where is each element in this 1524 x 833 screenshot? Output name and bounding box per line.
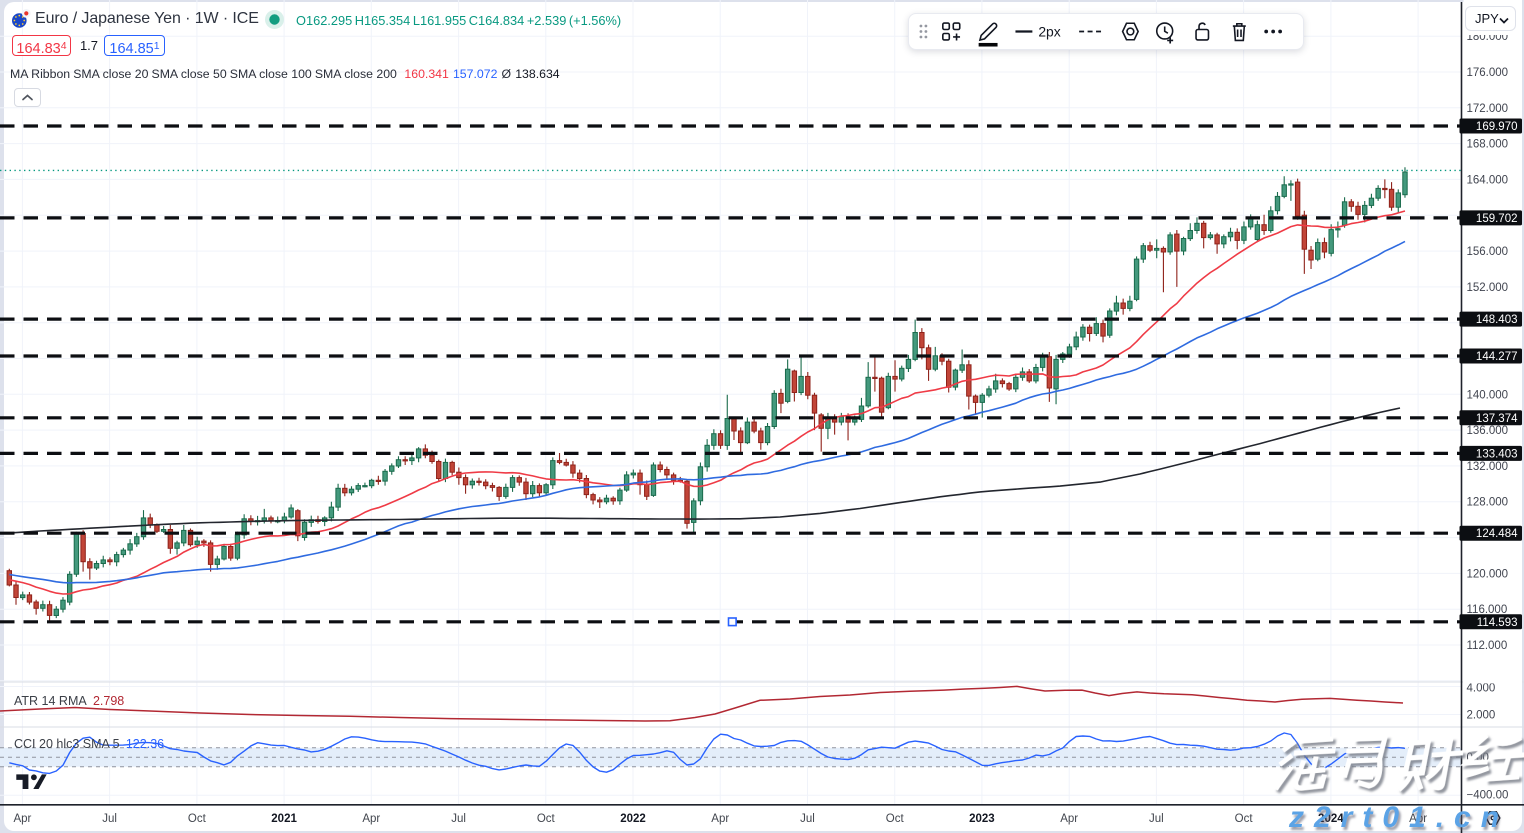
svg-text:116.000: 116.000	[1467, 604, 1508, 616]
svg-text:136.000: 136.000	[1467, 425, 1509, 437]
svg-text:−400.00: −400.00	[1467, 790, 1509, 802]
svg-text:169.970: 169.970	[1476, 121, 1518, 133]
svg-text:Jul: Jul	[102, 813, 117, 825]
svg-text:144.277: 144.277	[1476, 351, 1518, 363]
svg-text:124.484: 124.484	[1476, 528, 1518, 540]
svg-text:159.702: 159.702	[1476, 213, 1518, 225]
svg-text:Oct: Oct	[1235, 813, 1254, 825]
svg-text:Jul: Jul	[1149, 813, 1164, 825]
svg-text:Apr: Apr	[362, 813, 380, 825]
svg-text:Apr: Apr	[711, 813, 729, 825]
svg-text:164.000: 164.000	[1467, 174, 1509, 186]
svg-text:2024: 2024	[1318, 813, 1344, 825]
svg-text:Jul: Jul	[800, 813, 815, 825]
svg-text:140.000: 140.000	[1467, 389, 1509, 401]
svg-text:Apr: Apr	[13, 813, 31, 825]
svg-text:156.000: 156.000	[1467, 246, 1509, 258]
svg-text:152.000: 152.000	[1467, 282, 1509, 294]
svg-text:120.000: 120.000	[1467, 568, 1509, 580]
svg-text:2.000: 2.000	[1467, 710, 1496, 722]
svg-text:176.000: 176.000	[1467, 67, 1509, 79]
svg-text:Apr: Apr	[1409, 813, 1427, 825]
svg-text:2021: 2021	[271, 813, 297, 825]
svg-text:Oct: Oct	[886, 813, 905, 825]
svg-text:133.403: 133.403	[1476, 448, 1518, 460]
svg-text:148.403: 148.403	[1476, 314, 1518, 326]
svg-text:172.000: 172.000	[1467, 103, 1509, 115]
svg-text:137.374: 137.374	[1476, 413, 1518, 425]
svg-text:2023: 2023	[969, 813, 995, 825]
svg-text:Oct: Oct	[188, 813, 207, 825]
svg-text:114.593: 114.593	[1477, 617, 1518, 629]
svg-text:Oct: Oct	[537, 813, 556, 825]
svg-text:2px: 2px	[1038, 23, 1060, 39]
svg-text:112.000: 112.000	[1467, 640, 1508, 652]
svg-text:Jul: Jul	[451, 813, 466, 825]
svg-text:2022: 2022	[620, 813, 646, 825]
svg-text:132.000: 132.000	[1467, 461, 1509, 473]
svg-text:168.000: 168.000	[1467, 139, 1509, 151]
svg-text:Apr: Apr	[1060, 813, 1078, 825]
svg-text:128.000: 128.000	[1467, 497, 1509, 509]
svg-text:4.000: 4.000	[1467, 683, 1496, 695]
